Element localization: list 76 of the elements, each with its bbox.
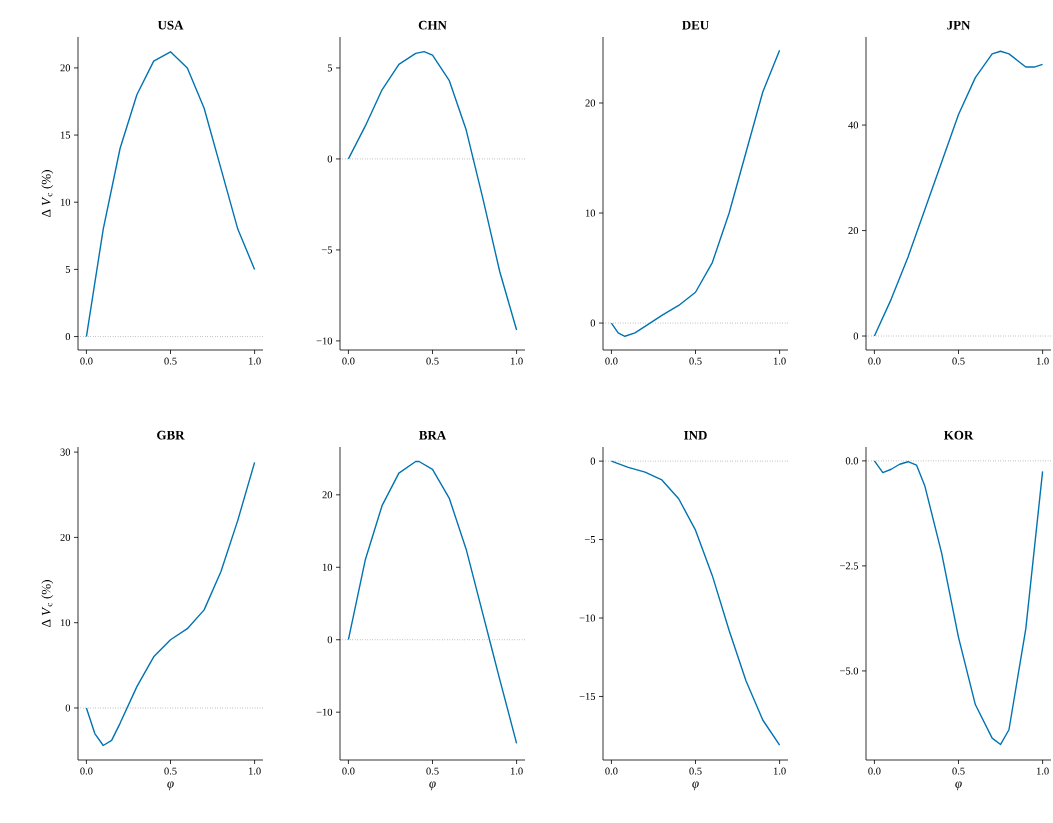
y-tick-label: −2.5 xyxy=(840,562,859,570)
y-tick-label: 20 xyxy=(585,99,596,107)
y-tick-label: 20 xyxy=(322,491,333,499)
x-tick-label: 0.5 xyxy=(952,767,965,775)
y-tick-label: 20 xyxy=(848,227,859,235)
y-tick-label: 0 xyxy=(327,636,333,644)
y-tick-label: 10 xyxy=(322,563,333,571)
y-tick-label: 10 xyxy=(60,619,71,627)
y-tick-label: −15 xyxy=(579,692,596,700)
x-tick-label: 0.0 xyxy=(868,357,881,365)
x-tick-label: 1.0 xyxy=(1036,357,1049,365)
chart-title: KOR xyxy=(943,430,974,440)
line-series xyxy=(873,50,1044,337)
y-tick-label: −10 xyxy=(316,337,333,345)
line-series xyxy=(347,460,518,745)
x-tick-label: 0.5 xyxy=(952,357,965,365)
x-tick-label: 1.0 xyxy=(248,767,261,775)
x-tick-label: 0.0 xyxy=(342,767,355,775)
x-tick-label: 0.5 xyxy=(164,767,177,775)
x-tick-label: 1.0 xyxy=(248,357,261,365)
x-tick-label: 1.0 xyxy=(510,357,523,365)
x-axis-title: φ xyxy=(692,781,699,791)
x-tick-label: 0.0 xyxy=(605,767,618,775)
y-tick-label: −5 xyxy=(321,246,333,254)
x-tick-label: 1.0 xyxy=(773,767,786,775)
chart-title: BRA xyxy=(419,430,447,440)
y-tick-label: −10 xyxy=(579,614,596,622)
x-tick-label: 0.0 xyxy=(342,357,355,365)
line-series xyxy=(347,50,518,331)
x-tick-label: 0.5 xyxy=(426,357,439,365)
y-tick-label: −5.0 xyxy=(840,667,859,675)
y-tick-label: 20 xyxy=(60,64,71,72)
x-tick-label: 0.5 xyxy=(689,357,702,365)
y-tick-label: 5 xyxy=(327,64,333,72)
chart-title: USA xyxy=(157,20,184,30)
y-tick-label: 15 xyxy=(60,131,71,139)
line-series xyxy=(873,460,1044,746)
x-axis-title: φ xyxy=(429,781,436,791)
chart-title: IND xyxy=(684,431,707,440)
x-tick-label: 0.5 xyxy=(426,767,439,775)
y-axis-title: Δ V$_{c}$ (%) xyxy=(41,580,54,627)
x-tick-label: 0.0 xyxy=(80,357,93,365)
line-series xyxy=(85,51,256,338)
y-axis-title: Δ V$_{c}$ (%) xyxy=(41,170,54,217)
x-tick-label: 1.0 xyxy=(1036,767,1049,775)
line-series xyxy=(610,460,781,746)
line-series xyxy=(610,49,781,337)
x-tick-label: 0.0 xyxy=(80,767,93,775)
y-tick-label: 10 xyxy=(60,198,71,206)
y-tick-label: 40 xyxy=(848,121,859,129)
x-tick-label: 1.0 xyxy=(773,357,786,365)
chart-title: CHN xyxy=(418,20,447,30)
chart-title: JPN xyxy=(947,20,971,30)
x-axis-title: φ xyxy=(167,781,174,791)
y-tick-label: 0 xyxy=(65,704,71,712)
chart-title: DEU xyxy=(682,20,709,30)
x-tick-label: 0.5 xyxy=(164,357,177,365)
y-tick-label: 20 xyxy=(60,533,71,541)
x-tick-label: 0.5 xyxy=(689,767,702,775)
y-tick-label: −10 xyxy=(316,708,333,716)
y-tick-label: 5 xyxy=(65,265,71,273)
y-tick-label: 0 xyxy=(65,333,71,341)
y-tick-label: 10 xyxy=(585,209,596,217)
y-tick-label: 30 xyxy=(60,448,71,456)
line-series xyxy=(85,461,256,747)
x-tick-label: 0.0 xyxy=(605,357,618,365)
x-tick-label: 0.0 xyxy=(868,767,881,775)
x-axis-title: φ xyxy=(955,781,962,791)
chart-title: GBR xyxy=(157,430,185,440)
x-tick-label: 1.0 xyxy=(510,767,523,775)
y-tick-label: 0 xyxy=(853,332,859,340)
y-tick-label: 0 xyxy=(327,155,333,163)
y-tick-label: 0 xyxy=(590,319,596,327)
y-tick-label: 0 xyxy=(590,457,596,465)
y-tick-label: −5 xyxy=(584,536,596,544)
y-tick-label: 0.0 xyxy=(845,457,859,465)
